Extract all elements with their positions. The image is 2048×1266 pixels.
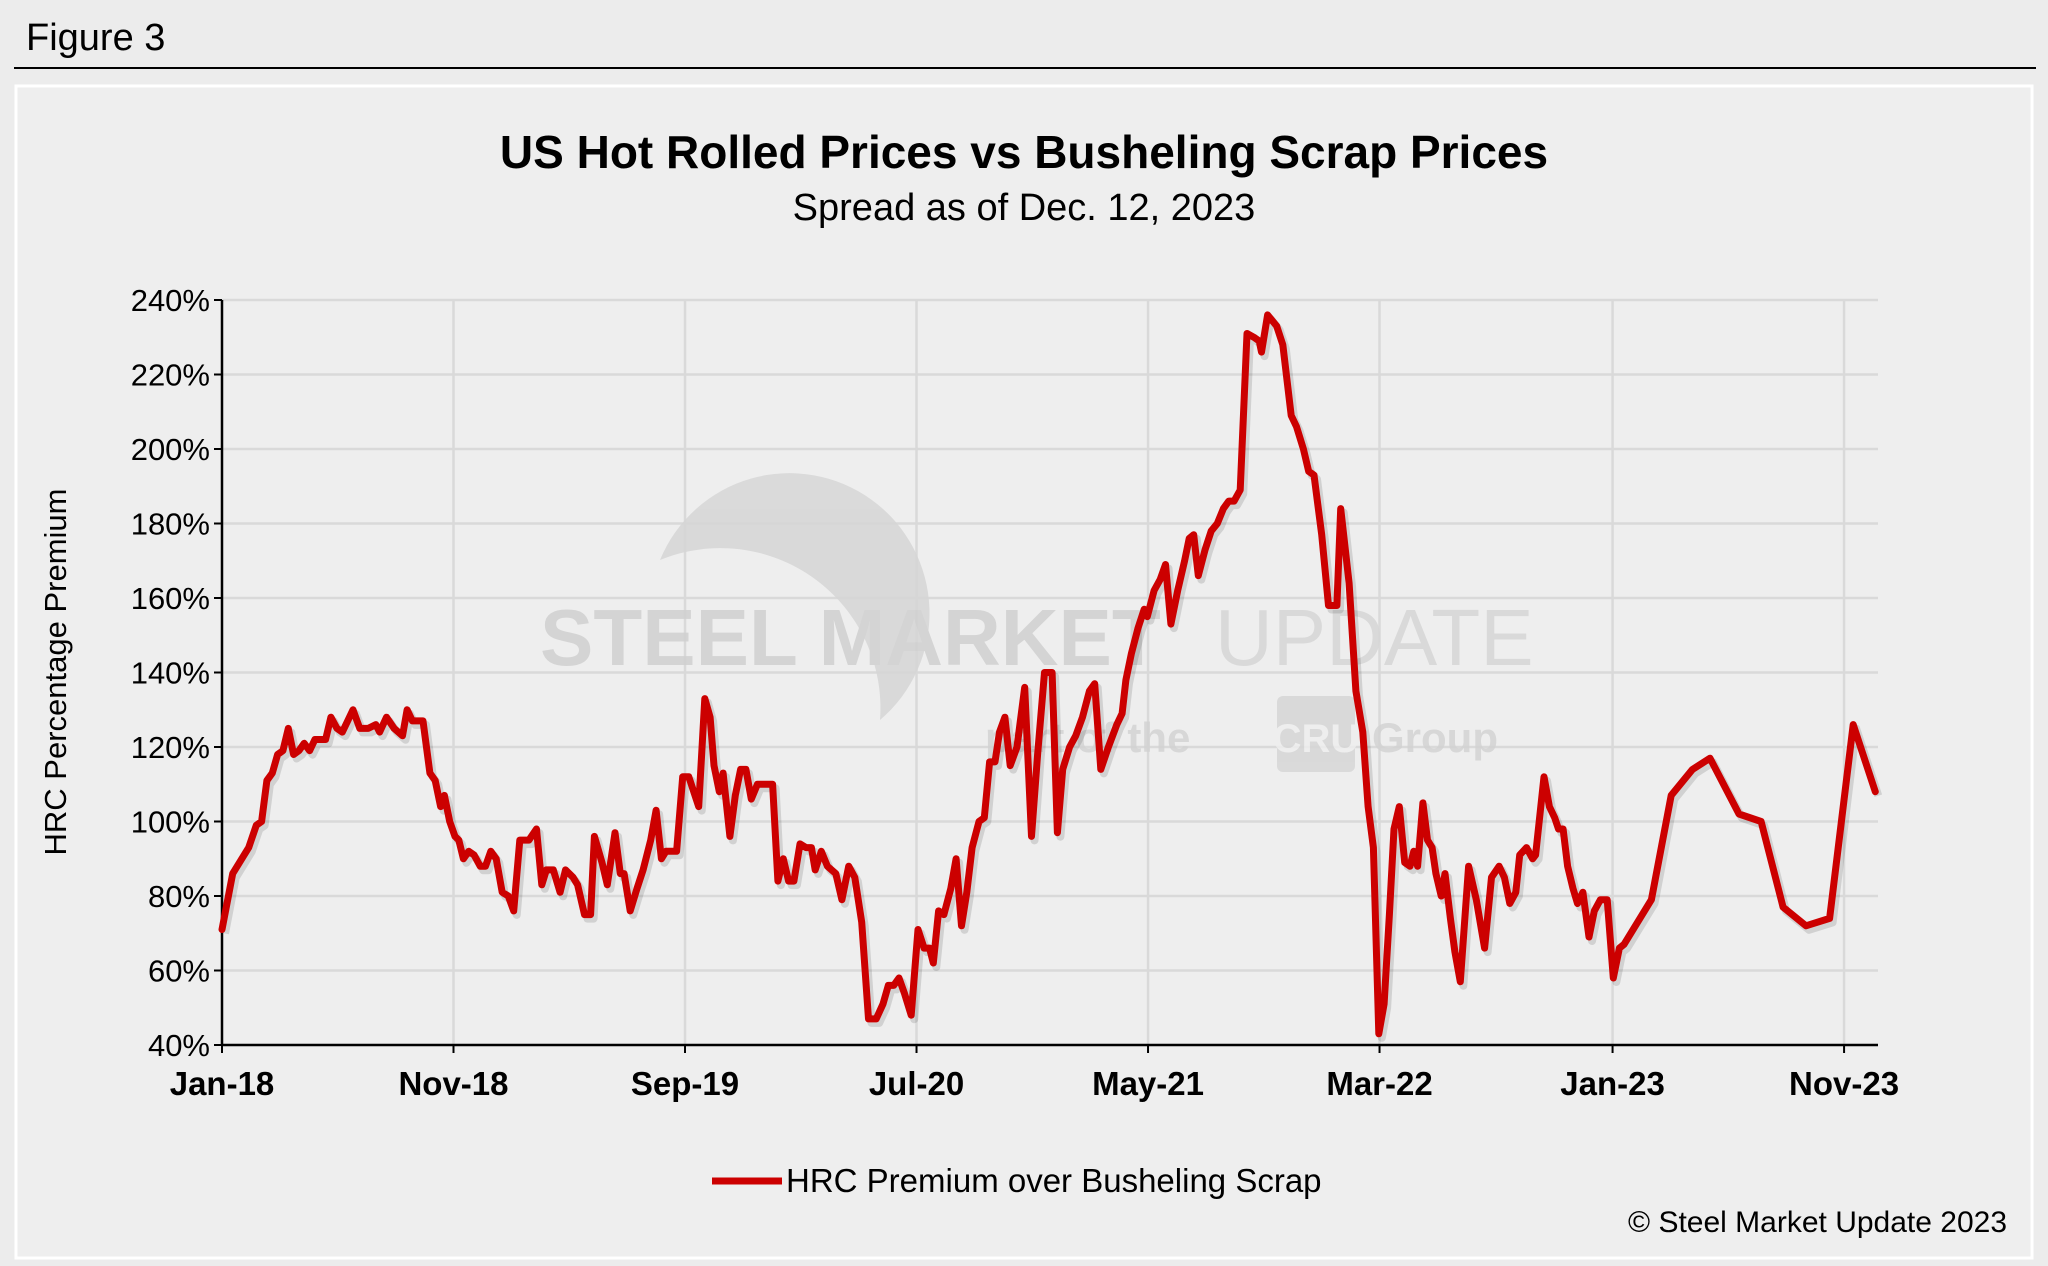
- y-tick-label: 80%: [148, 879, 210, 914]
- y-tick-label: 160%: [131, 581, 210, 616]
- y-tick-label: 140%: [131, 656, 210, 691]
- watermark-group: Group: [1372, 714, 1498, 761]
- x-tick-label: Jan-18: [170, 1065, 275, 1102]
- x-tick-label: Jul-20: [869, 1065, 964, 1102]
- chart-subtitle: Spread as of Dec. 12, 2023: [793, 187, 1256, 229]
- x-tick-label: Nov-23: [1789, 1065, 1899, 1102]
- y-tick-label: 180%: [131, 507, 210, 542]
- y-tick-label: 60%: [148, 954, 210, 989]
- watermark-steel-market: STEEL MARKET: [540, 593, 1161, 682]
- chart-title: US Hot Rolled Prices vs Busheling Scrap …: [500, 126, 1548, 178]
- x-tick-label: Jan-23: [1560, 1065, 1665, 1102]
- y-tick-label: 100%: [131, 805, 210, 840]
- x-tick-label: Sep-19: [631, 1065, 739, 1102]
- series-line-hrc-premium: [218, 311, 1879, 1038]
- y-tick-label: 120%: [131, 730, 210, 765]
- watermark: STEEL MARKET UPDATE part of the CRU Grou…: [540, 473, 1534, 772]
- legend: HRC Premium over Busheling Scrap: [712, 1162, 1322, 1199]
- watermark-swoosh-icon: [660, 473, 930, 720]
- y-tick-label: 40%: [148, 1028, 210, 1063]
- y-tick-label: 200%: [131, 432, 210, 467]
- figure-label: Figure 3: [26, 17, 165, 59]
- legend-label: HRC Premium over Busheling Scrap: [786, 1162, 1322, 1199]
- watermark-cru: CRU: [1273, 717, 1360, 761]
- x-tick-label: Nov-18: [398, 1065, 508, 1102]
- y-tick-label: 240%: [131, 283, 210, 318]
- y-axis-label: HRC Percentage Premium: [38, 489, 73, 856]
- watermark-cru-badge: [1277, 696, 1355, 772]
- x-tick-label: May-21: [1092, 1065, 1204, 1102]
- watermark-update: UPDATE: [1215, 593, 1534, 682]
- copyright: © Steel Market Update 2023: [1628, 1206, 2007, 1239]
- y-tick-label: 220%: [131, 358, 210, 393]
- x-tick-label: Mar-22: [1326, 1065, 1432, 1102]
- series-layer: [218, 311, 1883, 1042]
